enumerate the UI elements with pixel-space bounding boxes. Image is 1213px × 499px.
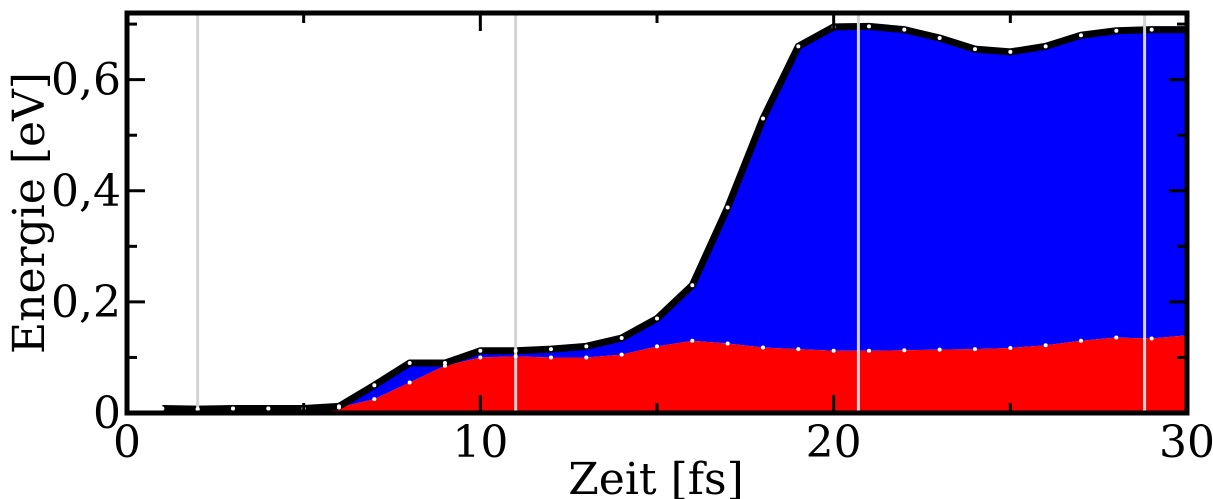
- data-point-lower: [160, 406, 165, 411]
- data-point-total: [1149, 27, 1154, 32]
- y-tick-label: 0: [93, 388, 121, 439]
- data-point-total: [725, 205, 730, 210]
- data-point-total: [478, 348, 483, 353]
- data-point-lower: [1149, 336, 1154, 341]
- data-point-lower: [902, 348, 907, 353]
- data-point-lower: [584, 355, 589, 360]
- data-point-lower: [1114, 335, 1119, 340]
- data-point-total: [1114, 28, 1119, 33]
- data-point-total: [1043, 44, 1048, 49]
- data-point-lower: [231, 406, 235, 411]
- data-point-lower: [1008, 346, 1013, 350]
- data-point-lower: [372, 397, 377, 402]
- data-point-total: [937, 36, 942, 40]
- data-point-lower: [619, 352, 624, 357]
- data-point-lower: [655, 344, 659, 349]
- data-point-lower: [407, 380, 412, 385]
- data-point-lower: [1043, 343, 1048, 348]
- data-point-lower: [831, 348, 836, 353]
- data-point-total: [372, 383, 377, 388]
- data-point-total: [902, 27, 907, 32]
- data-point-lower: [725, 341, 730, 346]
- x-tick-label: 0: [113, 417, 141, 468]
- data-point-lower: [266, 406, 271, 411]
- data-point-lower: [195, 407, 200, 412]
- data-point-lower: [478, 355, 483, 360]
- x-tick-label: 10: [452, 417, 508, 468]
- data-point-total: [761, 116, 765, 121]
- data-point-total: [619, 336, 624, 340]
- y-axis-label: Energie [eV]: [4, 72, 55, 354]
- series-area-upper: [162, 26, 1187, 410]
- data-point-lower: [796, 347, 801, 352]
- data-point-lower: [1079, 338, 1083, 343]
- data-point-total: [443, 361, 447, 365]
- data-point-total: [584, 344, 589, 349]
- y-tick-label: 0,6: [51, 55, 121, 106]
- data-point-lower: [337, 405, 341, 410]
- data-point-lower: [937, 347, 942, 352]
- x-tick-label: 30: [1159, 417, 1213, 468]
- plot-area: [160, 13, 1189, 413]
- axis-ticks: 0 10 20 30 0 0,2 0,4 0,6: [51, 13, 1213, 468]
- data-point-lower: [443, 363, 447, 368]
- x-axis-label: Zeit [fs]: [568, 454, 744, 499]
- data-point-total: [655, 316, 659, 321]
- data-point-total: [690, 283, 695, 288]
- data-point-total: [549, 347, 553, 352]
- y-tick-label: 0,4: [51, 166, 121, 217]
- data-point-total: [796, 44, 801, 49]
- x-tick-label: 20: [806, 417, 862, 468]
- series-area-lower: [162, 335, 1187, 413]
- data-point-lower: [867, 348, 871, 353]
- data-point-total: [973, 47, 977, 52]
- y-tick-label: 0,2: [51, 277, 121, 328]
- data-point-lower: [513, 354, 518, 359]
- data-point-total: [1079, 33, 1083, 38]
- total-line: [162, 22, 1187, 413]
- data-point-total: [513, 348, 518, 353]
- data-point-lower: [973, 347, 977, 352]
- data-point-lower: [549, 355, 553, 360]
- data-point-total: [1008, 49, 1013, 54]
- data-point-total: [407, 361, 412, 365]
- data-point-lower: [690, 338, 695, 343]
- data-point-lower: [761, 345, 765, 350]
- data-point-total: [867, 24, 871, 29]
